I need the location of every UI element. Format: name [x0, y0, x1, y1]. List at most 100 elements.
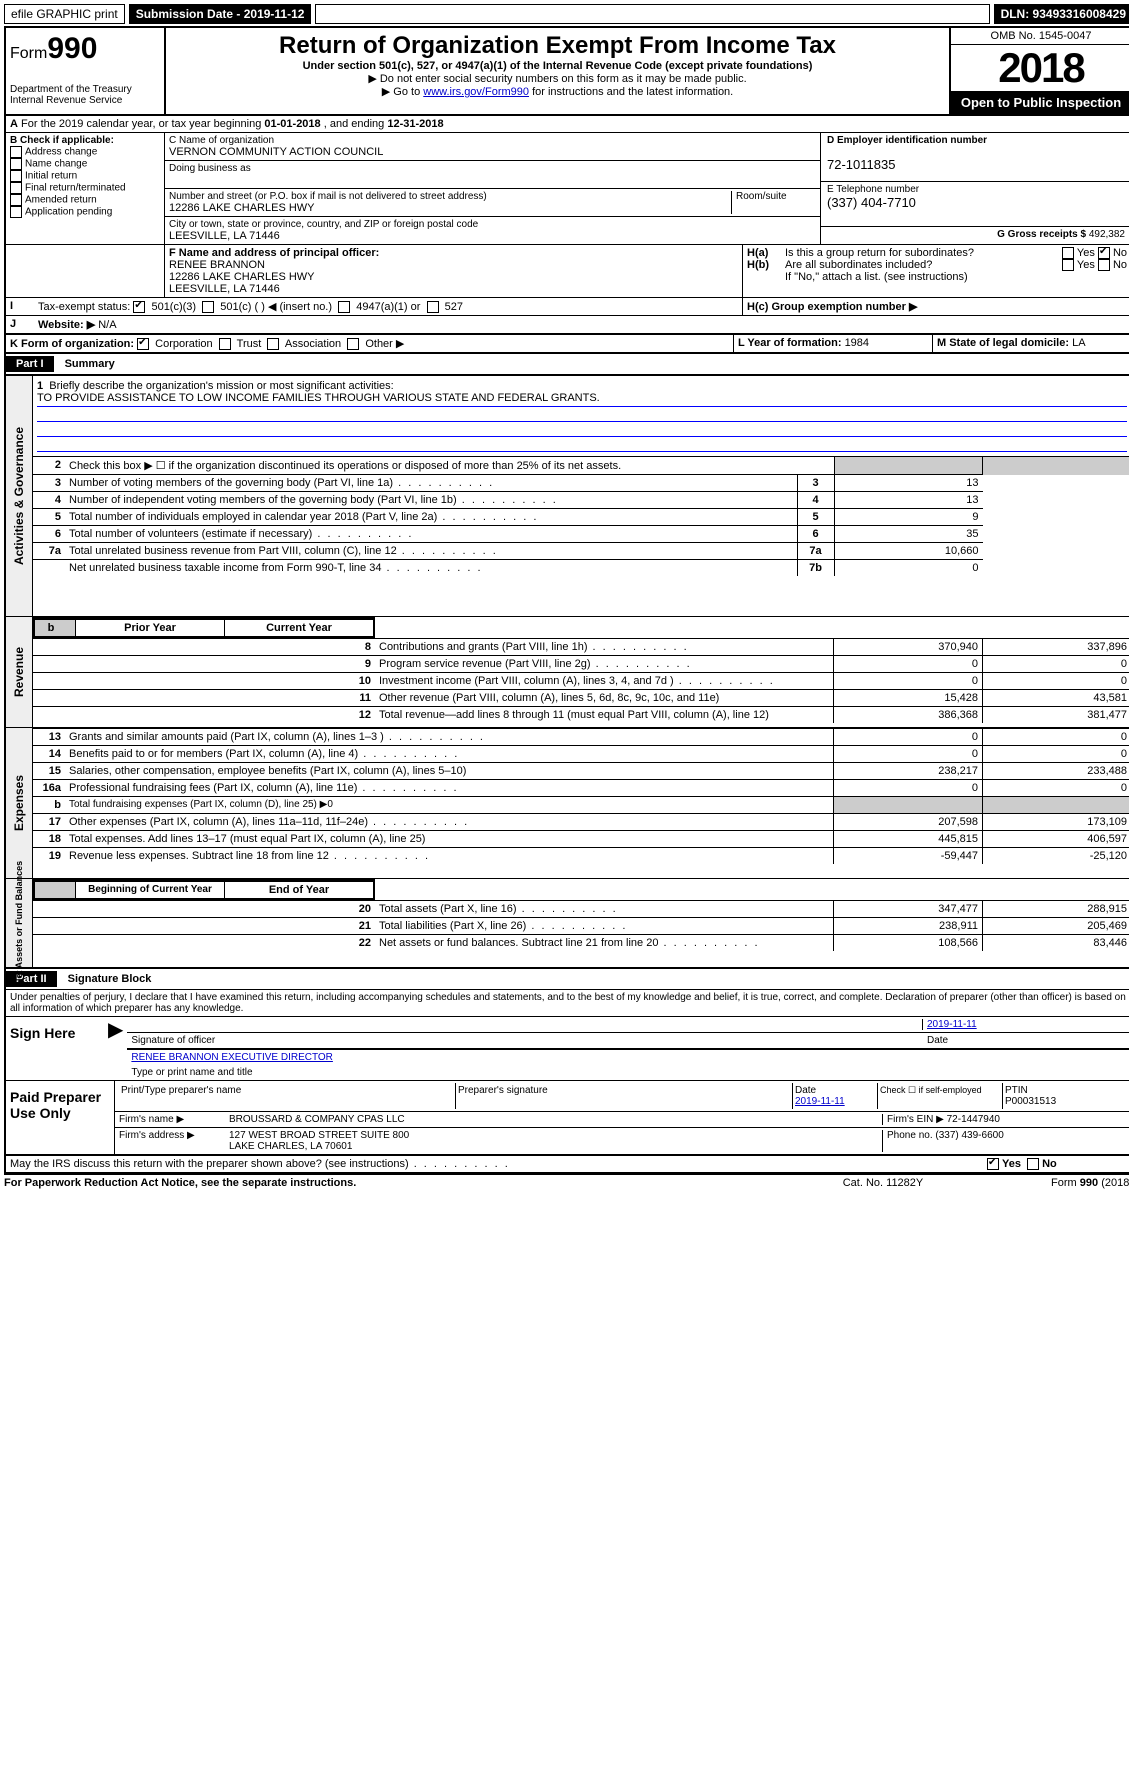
ptin: P00031513: [1005, 1096, 1056, 1107]
discuss-question: May the IRS discuss this return with the…: [10, 1158, 510, 1170]
l7b-desc: Net unrelated business taxable income fr…: [65, 560, 797, 577]
irs-link[interactable]: www.irs.gov/Form990: [423, 86, 529, 98]
org-name: VERNON COMMUNITY ACTION COUNCIL: [169, 146, 816, 158]
arrow-icon: ▶: [104, 1017, 127, 1080]
tax-exempt-label: Tax-exempt status:: [38, 301, 130, 313]
l18-desc: Total expenses. Add lines 13–17 (must eq…: [65, 831, 834, 848]
discuss-row: May the IRS discuss this return with the…: [4, 1156, 1129, 1174]
chk-amended: Amended return: [25, 195, 97, 206]
chk-final-return: Final return/terminated: [25, 183, 126, 194]
501c3: 501(c)(3): [151, 301, 196, 313]
officer-addr1: 12286 LAKE CHARLES HWY: [169, 271, 315, 283]
l6-val: 35: [834, 526, 983, 543]
header-middle: Return of Organization Exempt From Incom…: [166, 28, 949, 114]
l8-desc: Contributions and grants (Part VIII, lin…: [375, 639, 834, 656]
goto-note: ▶ Go to www.irs.gov/Form990 for instruct…: [174, 85, 941, 98]
k-other: Other ▶: [365, 338, 404, 350]
header-left: Form990 Department of the Treasury Inter…: [6, 28, 166, 114]
sign-date[interactable]: 2019-11-11: [927, 1019, 977, 1030]
prep-sig-col: Preparer's signature: [456, 1083, 793, 1109]
l8-prior: 370,940: [834, 639, 983, 656]
box-b-label: B Check if applicable:: [10, 135, 160, 146]
ein: 72-1011835: [827, 157, 895, 172]
side-activities: Activities & Governance: [6, 376, 33, 616]
l12-prior: 386,368: [834, 707, 983, 724]
chk-initial-return: Initial return: [25, 171, 77, 182]
sig-officer-label: Signature of officer: [131, 1035, 923, 1046]
netassets-table: Beginning of Current YearEnd of Year 20T…: [33, 879, 1129, 951]
k-assoc: Association: [285, 338, 341, 350]
paid-preparer-label: Paid Preparer Use Only: [6, 1081, 114, 1154]
l7a-desc: Total unrelated business revenue from Pa…: [65, 543, 797, 560]
paperwork-notice: For Paperwork Reduction Act Notice, see …: [4, 1177, 783, 1189]
ptin-label: PTIN: [1005, 1085, 1028, 1096]
part2-header: Part II Signature Block: [4, 969, 1129, 990]
l10-prior: 0: [834, 673, 983, 690]
l13-desc: Grants and similar amounts paid (Part IX…: [65, 729, 834, 746]
l11-curr: 43,581: [983, 690, 1129, 707]
col-prior: Prior Year: [75, 619, 224, 636]
omb-number: OMB No. 1545-0047: [951, 28, 1129, 45]
type-name-label: Type or print name and title: [127, 1065, 1129, 1080]
l22-desc: Net assets or fund balances. Subtract li…: [375, 935, 834, 952]
top-bar: efile GRAPHIC print Submission Date - 20…: [4, 4, 1129, 24]
city-label: City or town, state or province, country…: [169, 219, 816, 230]
period-pre: For the 2019 calendar year, or tax year …: [21, 118, 264, 130]
l5-val: 9: [834, 509, 983, 526]
phone: (337) 404-7710: [827, 195, 916, 210]
col-eoy: End of Year: [224, 881, 373, 898]
firm-name-label: Firm's name ▶: [119, 1114, 229, 1125]
form-subtitle: Under section 501(c), 527, or 4947(a)(1)…: [174, 60, 941, 72]
firm-addr2: LAKE CHARLES, LA 70601: [229, 1141, 352, 1152]
chk-address-change: Address change: [25, 147, 97, 158]
l6-desc: Total number of volunteers (estimate if …: [65, 526, 797, 543]
l3-desc: Number of voting members of the governin…: [65, 475, 797, 492]
l3-val: 13: [834, 475, 983, 492]
ha-yes: Yes: [1077, 247, 1095, 259]
sign-here-label: Sign Here: [6, 1017, 104, 1080]
prep-date-col: Date: [795, 1085, 816, 1096]
domicile: LA: [1072, 337, 1085, 349]
cat-no: Cat. No. 11282Y: [783, 1177, 983, 1189]
gross-label: G Gross receipts $: [997, 229, 1089, 240]
col-current: Current Year: [224, 619, 373, 636]
street-label: Number and street (or P.O. box if mail i…: [169, 191, 731, 202]
4947a1: 4947(a)(1) or: [356, 301, 420, 313]
box-defg: D Employer identification number 72-1011…: [820, 133, 1129, 244]
l9-desc: Program service revenue (Part VIII, line…: [375, 656, 834, 673]
dba-label: Doing business as: [169, 163, 816, 174]
form-ref: Form 990 (2018): [983, 1177, 1129, 1189]
form-990: 990: [47, 32, 97, 65]
l4-val: 13: [834, 492, 983, 509]
officer-addr2: LEESVILLE, LA 71446: [169, 283, 280, 295]
self-employed-check: Check ☐ if self-employed: [878, 1083, 1003, 1109]
goto-pre: ▶ Go to: [382, 86, 423, 98]
org-name-label: C Name of organization: [169, 135, 816, 146]
part1-header: Part I Summary: [4, 354, 1129, 376]
l15-desc: Salaries, other compensation, employee b…: [65, 763, 834, 780]
form-title: Return of Organization Exempt From Incom…: [174, 32, 941, 60]
col-boy: Beginning of Current Year: [75, 881, 224, 898]
year-formation: 1984: [845, 337, 869, 349]
expenses-table: 13Grants and similar amounts paid (Part …: [33, 728, 1129, 864]
governance-table: 2Check this box ▶ ☐ if the organization …: [33, 456, 1129, 576]
box-c: C Name of organization VERNON COMMUNITY …: [165, 133, 820, 244]
officer-sig-name[interactable]: RENEE BRANNON EXECUTIVE DIRECTOR: [131, 1052, 333, 1063]
box-b: B Check if applicable: Address change Na…: [6, 133, 165, 244]
topbar-spacer: [315, 4, 989, 24]
domicile-label: M State of legal domicile:: [937, 337, 1072, 349]
firm-phone-label: Phone no.: [887, 1130, 935, 1141]
ein-label: D Employer identification number: [827, 135, 987, 146]
tax-year: 2018: [951, 45, 1129, 91]
prep-date[interactable]: 2019-11-11: [795, 1096, 845, 1107]
hb-label: Are all subordinates included?: [785, 259, 932, 271]
website-val: N/A: [98, 319, 116, 331]
efile-label: efile GRAPHIC print: [4, 4, 125, 24]
ha-label: Is this a group return for subordinates?: [785, 247, 974, 259]
firm-ein-label: Firm's EIN ▶: [887, 1114, 947, 1125]
prep-name-col: Print/Type preparer's name: [119, 1083, 456, 1109]
klm-row: K Form of organization: Corporation Trus…: [4, 335, 1129, 354]
k-corp: Corporation: [155, 338, 212, 350]
revenue-table: bPrior YearCurrent Year 8Contributions a…: [33, 617, 1129, 723]
form-org-label: K Form of organization:: [10, 338, 134, 350]
